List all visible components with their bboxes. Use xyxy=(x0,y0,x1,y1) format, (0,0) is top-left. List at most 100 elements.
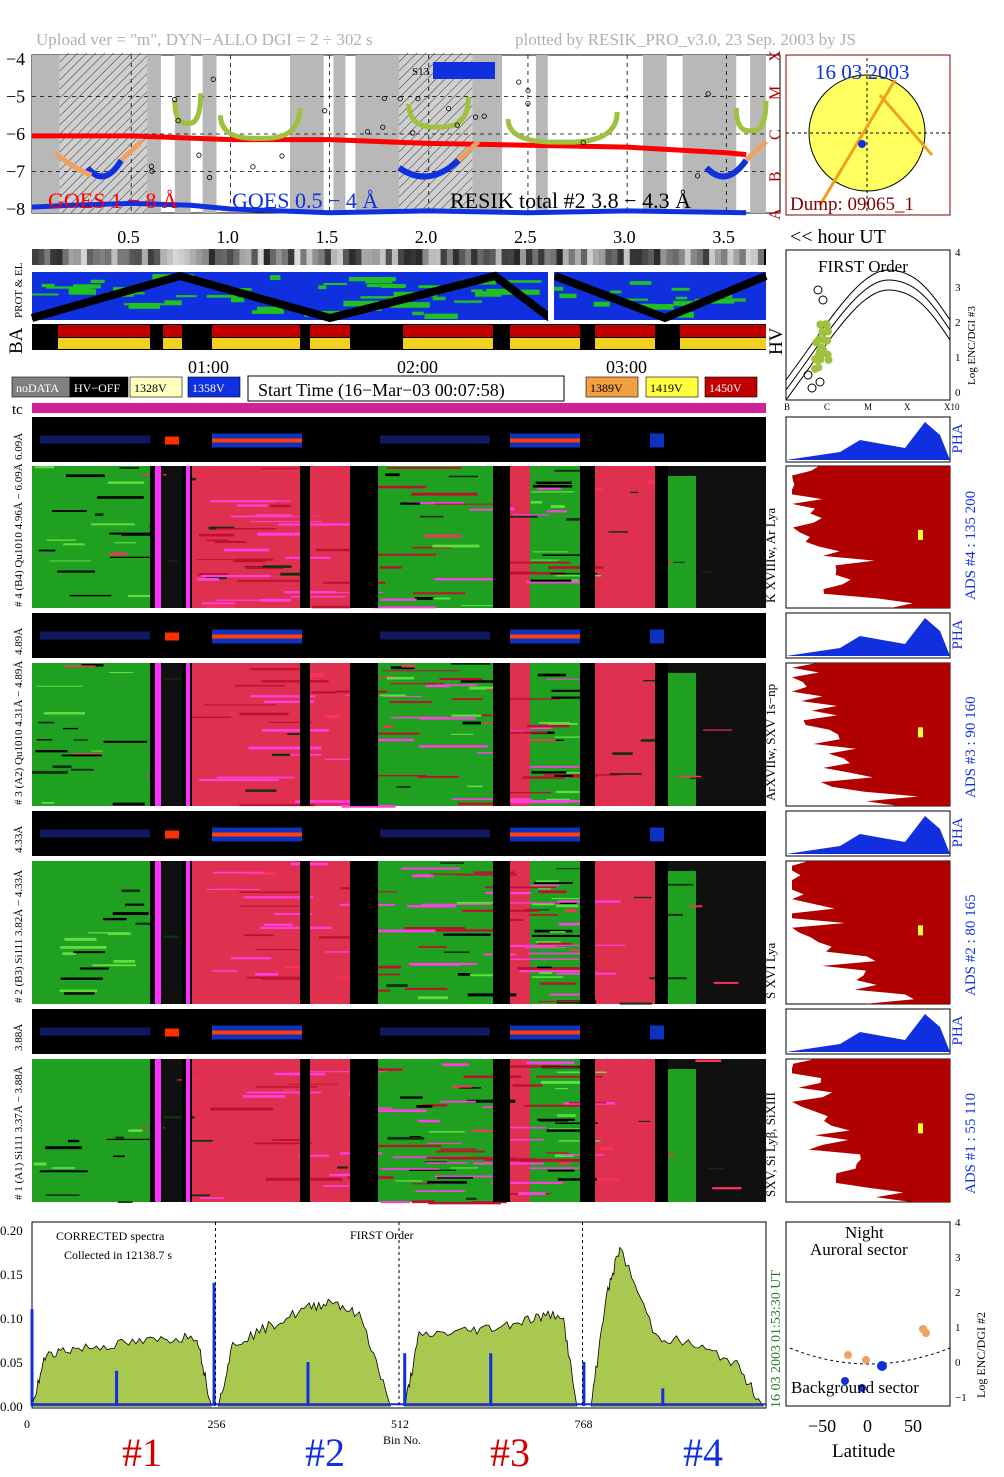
pha-histogram xyxy=(786,618,950,656)
spectrum-segment xyxy=(31,1332,212,1407)
channel-label: 6.09Å xyxy=(13,433,25,460)
legend-box-label: 1389V xyxy=(590,381,623,395)
first-order-ylabel: Log ENC/DGI #3 xyxy=(966,306,978,385)
latitude-axis-label: Latitude xyxy=(832,1441,895,1462)
legend-box-label: noDATA xyxy=(16,381,59,395)
flare-class-letter: A xyxy=(767,208,784,220)
segment-label: #3 xyxy=(490,1430,530,1475)
latitude-ytick: −1 xyxy=(955,1392,967,1404)
ads-histogram xyxy=(790,466,950,608)
legend-box-label: HV−OFF xyxy=(74,381,120,395)
legend-box xyxy=(585,376,639,398)
legend-box xyxy=(129,376,183,398)
first-order-xtick: B xyxy=(784,402,790,412)
first-order-ytick: 0 xyxy=(955,387,961,399)
header-left: Upload ver = "m", DYN−ALLO DGI = 2 ÷ 302… xyxy=(36,30,373,49)
ads-label: ADS #1 : 55 110 xyxy=(963,1093,979,1194)
orbit-track xyxy=(818,79,897,206)
segment-label: #2 xyxy=(305,1430,345,1475)
goes-ytick: −7 xyxy=(6,162,25,182)
channel-label: 4.33Å xyxy=(13,826,25,853)
latitude-xtick: 0 xyxy=(863,1416,872,1436)
first-order-ytick: 2 xyxy=(955,317,961,329)
spectrum-ytick: 0.05 xyxy=(0,1355,23,1370)
sun-date: 16 03 2003 xyxy=(815,60,910,84)
spectrum-ytick: 0.15 xyxy=(0,1267,23,1282)
latitude-ytick: 2 xyxy=(955,1287,961,1299)
latitude-xtick: 50 xyxy=(904,1416,922,1436)
first-order-xtick: X xyxy=(904,402,911,412)
dump-label: Dump: 09065_1 xyxy=(790,194,914,215)
pha-histogram xyxy=(786,816,950,854)
sun-panel: 16 03 2003 Dump: 09065_1 xyxy=(785,54,951,216)
goes-red-label: GOES 1 − 8 Å xyxy=(48,188,178,213)
goes-xtick: 3.5 xyxy=(712,227,735,247)
goes-xtick: 2.0 xyxy=(415,227,438,247)
goes-xtick: 3.0 xyxy=(613,227,636,247)
pha-label: PHA xyxy=(950,1015,966,1045)
flare-class-letter: C xyxy=(767,129,784,140)
flare-class-letter: B xyxy=(767,171,784,182)
ads-histogram xyxy=(790,1059,950,1202)
latitude-xtick: −50 xyxy=(808,1416,836,1436)
goes-xtick: 2.5 xyxy=(514,227,537,247)
goes-ytick: −5 xyxy=(6,87,25,107)
auroral-label: Auroral sector xyxy=(810,1240,908,1259)
start-time-box xyxy=(247,375,565,402)
hour-ut-label: << hour UT xyxy=(790,226,886,248)
start-time: Start Time (16−Mar−03 00:07:58) xyxy=(258,380,505,401)
latitude-ytick: 3 xyxy=(955,1252,961,1264)
legend-box-label: 1450V xyxy=(709,381,742,395)
ads-histogram xyxy=(790,663,950,806)
channel-label: 3.88Å xyxy=(13,1024,25,1051)
ads-label: ADS #4 : 135 200 xyxy=(963,491,979,600)
legend-box xyxy=(645,376,699,398)
spectrum-time: 01:53:30 UT xyxy=(769,1270,784,1342)
segment-label: #1 xyxy=(122,1430,162,1475)
legend-box xyxy=(69,376,129,398)
legend-row: 01:00 02:00 03:00 noDATA HV−OFF 1328V 1358V 13… xyxy=(11,357,766,418)
header-right: plotted by RESIK_PRO_v3.0, 23 Sep. 2003 … xyxy=(515,30,856,49)
pha-label: PHA xyxy=(950,423,966,453)
tc-band xyxy=(32,403,766,413)
resik-total-label: RESIK total #2 3.8 − 4.3 Å xyxy=(450,188,691,213)
legend-box xyxy=(187,376,241,398)
flare-class-letter: X xyxy=(767,50,784,62)
first-order-ytick: 4 xyxy=(955,247,961,259)
s13-label: S13 xyxy=(412,66,430,78)
goes-light-curve-panel: S13 GOES 1 − 8 Å GOES 0.5 − 4 Å RESIK to… xyxy=(6,49,784,247)
channel-label: # 2 (B3) Si111 3.82Å − 4.33Å xyxy=(13,870,25,1003)
spectrum-xtick: 512 xyxy=(391,1417,409,1431)
legend-time: 01:00 xyxy=(188,357,229,377)
spectrum-panel: CORRECTED spectra Collected in 12138.7 s… xyxy=(0,1221,784,1475)
pha-label: PHA xyxy=(950,817,966,847)
line-label: S XVI Lya xyxy=(763,942,778,999)
goes-xtick: 1.0 xyxy=(216,227,239,247)
bin-axis-label: Bin No. xyxy=(383,1433,421,1447)
first-order-xtick: X10 xyxy=(944,402,960,412)
status-bands: PROT & EL BA HV << hour UT xyxy=(6,226,886,355)
legend-time: 03:00 xyxy=(606,357,647,377)
ads-label: ADS #3 : 90 160 xyxy=(963,696,979,798)
hv-label: HV xyxy=(766,327,787,355)
s13-indicator xyxy=(433,62,495,79)
ads-label: ADS #2 : 80 165 xyxy=(963,894,979,996)
spectrum-date: 16 03 2003 xyxy=(769,1345,784,1408)
line-label: ArXVIIw, SXV 1s−np xyxy=(763,684,778,801)
legend-box-label: 1419V xyxy=(650,381,683,395)
first-order-panel: FIRST Order Log ENC/DGI #3 4 3 2 1 0 B C M X X10 xyxy=(784,247,978,412)
subsatellite-point xyxy=(858,140,866,148)
first-order-title: FIRST Order xyxy=(818,257,908,276)
spectrum-note-1: CORRECTED spectra xyxy=(56,1229,165,1243)
spectrum-ytick: 0.20 xyxy=(0,1223,23,1238)
latitude-ytick: 1 xyxy=(955,1322,961,1334)
spectrum-segment xyxy=(590,1246,764,1407)
ads-histogram xyxy=(790,861,950,1004)
goes-xtick: 1.5 xyxy=(316,227,339,247)
ba-label: BA xyxy=(6,327,27,354)
goes-blue-label: GOES 0.5 − 4 Å xyxy=(232,188,378,213)
spectrum-xtick: 0 xyxy=(24,1417,30,1431)
spectrum-segment xyxy=(217,1298,391,1407)
spectrum-xtick: 256 xyxy=(208,1417,226,1431)
latitude-panel: Night Auroral sector Background sector L… xyxy=(785,1217,988,1462)
